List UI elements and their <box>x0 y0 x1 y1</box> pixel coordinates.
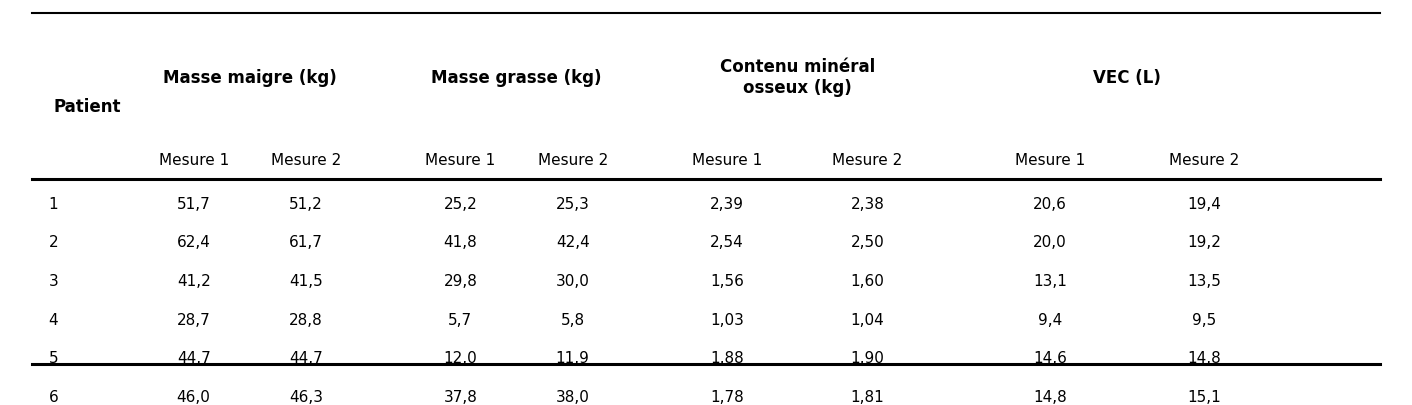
Text: 44,7: 44,7 <box>289 351 323 366</box>
Text: 61,7: 61,7 <box>289 235 323 250</box>
Text: 14,8: 14,8 <box>1187 351 1221 366</box>
Text: 44,7: 44,7 <box>176 351 210 366</box>
Text: 46,0: 46,0 <box>176 390 210 405</box>
Text: Mesure 1: Mesure 1 <box>692 153 762 168</box>
Text: 1,56: 1,56 <box>710 274 744 289</box>
Text: 1,78: 1,78 <box>710 390 744 405</box>
Text: 1,03: 1,03 <box>710 313 744 328</box>
Text: 51,7: 51,7 <box>176 197 210 212</box>
Text: Mesure 1: Mesure 1 <box>158 153 229 168</box>
Text: Mesure 1: Mesure 1 <box>425 153 496 168</box>
Text: 41,5: 41,5 <box>289 274 323 289</box>
Text: Mesure 2: Mesure 2 <box>271 153 342 168</box>
Text: 2,38: 2,38 <box>850 197 884 212</box>
Text: 38,0: 38,0 <box>556 390 590 405</box>
Text: 15,1: 15,1 <box>1187 390 1221 405</box>
Text: Patient: Patient <box>54 98 121 116</box>
Text: 1,88: 1,88 <box>710 351 744 366</box>
Text: 28,8: 28,8 <box>289 313 323 328</box>
Text: 9,4: 9,4 <box>1038 313 1062 328</box>
Text: 42,4: 42,4 <box>556 235 590 250</box>
Text: Contenu minéral
osseux (kg): Contenu minéral osseux (kg) <box>720 58 875 97</box>
Text: 37,8: 37,8 <box>443 390 477 405</box>
Text: 5,8: 5,8 <box>561 313 585 328</box>
Text: 1,90: 1,90 <box>850 351 884 366</box>
Text: 1,81: 1,81 <box>850 390 884 405</box>
Text: 28,7: 28,7 <box>176 313 210 328</box>
Text: 2,54: 2,54 <box>710 235 744 250</box>
Text: 3: 3 <box>48 274 58 289</box>
Text: Masse grasse (kg): Masse grasse (kg) <box>431 68 602 87</box>
Text: 5,7: 5,7 <box>448 313 473 328</box>
Text: Mesure 2: Mesure 2 <box>1169 153 1240 168</box>
Text: 12,0: 12,0 <box>443 351 477 366</box>
Text: 25,3: 25,3 <box>556 197 590 212</box>
Text: 11,9: 11,9 <box>556 351 590 366</box>
Text: 29,8: 29,8 <box>443 274 477 289</box>
Text: 19,4: 19,4 <box>1187 197 1221 212</box>
Text: 62,4: 62,4 <box>176 235 210 250</box>
Text: 9,5: 9,5 <box>1192 313 1216 328</box>
Text: Mesure 2: Mesure 2 <box>832 153 902 168</box>
Text: 51,2: 51,2 <box>289 197 323 212</box>
Text: 30,0: 30,0 <box>556 274 590 289</box>
Text: 41,2: 41,2 <box>176 274 210 289</box>
Text: VEC (L): VEC (L) <box>1093 68 1161 87</box>
Text: 4: 4 <box>48 313 58 328</box>
Text: 41,8: 41,8 <box>443 235 477 250</box>
Text: 2,50: 2,50 <box>850 235 884 250</box>
Text: 2: 2 <box>48 235 58 250</box>
Text: 13,1: 13,1 <box>1034 274 1067 289</box>
Text: 20,0: 20,0 <box>1034 235 1067 250</box>
Text: 6: 6 <box>48 390 58 405</box>
Text: 14,8: 14,8 <box>1034 390 1067 405</box>
Text: Mesure 2: Mesure 2 <box>538 153 607 168</box>
Text: 20,6: 20,6 <box>1034 197 1067 212</box>
Text: 19,2: 19,2 <box>1187 235 1221 250</box>
Text: 25,2: 25,2 <box>443 197 477 212</box>
Text: 46,3: 46,3 <box>289 390 323 405</box>
Text: 1: 1 <box>48 197 58 212</box>
Text: 5: 5 <box>48 351 58 366</box>
Text: 2,39: 2,39 <box>710 197 744 212</box>
Text: Mesure 1: Mesure 1 <box>1015 153 1084 168</box>
Text: 14,6: 14,6 <box>1034 351 1067 366</box>
Text: Masse maigre (kg): Masse maigre (kg) <box>162 68 336 87</box>
Text: 1,60: 1,60 <box>850 274 884 289</box>
Text: 13,5: 13,5 <box>1187 274 1221 289</box>
Text: 1,04: 1,04 <box>850 313 884 328</box>
